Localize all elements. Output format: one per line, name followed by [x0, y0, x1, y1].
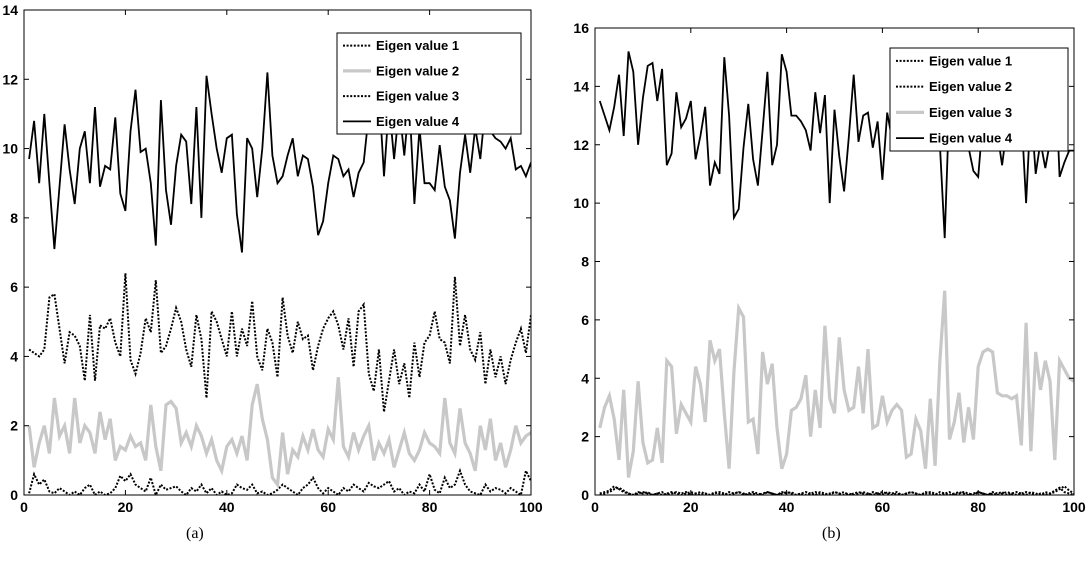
y-tick-label: 14: [2, 2, 18, 18]
y-tick-label: 12: [573, 137, 589, 153]
legend-box: [889, 47, 1069, 152]
legend-label: Eigen value 1: [376, 38, 459, 53]
legend: Eigen value 1 Eigen value 2 Eigen value 3 E…: [889, 47, 1069, 152]
x-tick-label: 60: [320, 499, 336, 515]
legend-label: Eigen value 3: [929, 105, 1012, 120]
x-tick-label: 100: [1062, 499, 1086, 515]
y-tick-label: 6: [581, 312, 589, 328]
series-line-3: [28, 273, 531, 413]
series-line-2: [27, 377, 531, 489]
x-tick-label: 80: [422, 499, 438, 515]
legend-label: Eigen value 3: [376, 89, 459, 104]
plot-area: [27, 72, 531, 495]
y-tick-label: 12: [2, 71, 18, 87]
y-tick-label: 4: [10, 348, 18, 364]
x-tick-label: 60: [875, 499, 891, 515]
y-tick-label: 4: [581, 370, 589, 386]
x-tick-label: 100: [519, 499, 543, 515]
x-tick-label: 0: [591, 499, 599, 515]
x-tick-label: 40: [779, 499, 795, 515]
axes-frame: [23, 9, 532, 496]
legend-label: Eigen value 2: [376, 63, 459, 78]
caption-b: (b): [822, 525, 841, 542]
x-tick-label: 40: [219, 499, 235, 515]
y-tick-label: 16: [573, 20, 589, 36]
y-tick-label: 14: [573, 78, 589, 94]
y-tick-label: 2: [581, 429, 589, 445]
series-line-3: [598, 290, 1074, 478]
y-tick-label: 0: [581, 487, 589, 503]
caption-a: (a): [186, 525, 204, 542]
y-tick-label: 6: [10, 279, 18, 295]
legend-label: Eigen value 4: [376, 114, 460, 129]
x-tick-label: 20: [683, 499, 699, 515]
series-line-1: [28, 467, 531, 495]
y-tick-label: 10: [2, 141, 18, 157]
x-tick-label: 80: [970, 499, 986, 515]
x-tick-label: 20: [118, 499, 134, 515]
legend: Eigen value 1 Eigen value 2 Eigen value 3 E…: [336, 32, 522, 135]
y-tick-label: 10: [573, 195, 589, 211]
legend-label: Eigen value 1: [929, 53, 1012, 68]
y-tick-label: 2: [10, 418, 18, 434]
series-line-4: [28, 72, 531, 253]
series-line-2: [599, 486, 1074, 495]
legend-label: Eigen value 4: [929, 131, 1013, 146]
y-tick-label: 8: [581, 254, 589, 270]
y-tick-label: 8: [10, 210, 18, 226]
legend-label: Eigen value 2: [929, 79, 1012, 94]
y-tick-label: 0: [10, 487, 18, 503]
x-tick-label: 0: [20, 499, 28, 515]
legend-box: [336, 32, 522, 135]
